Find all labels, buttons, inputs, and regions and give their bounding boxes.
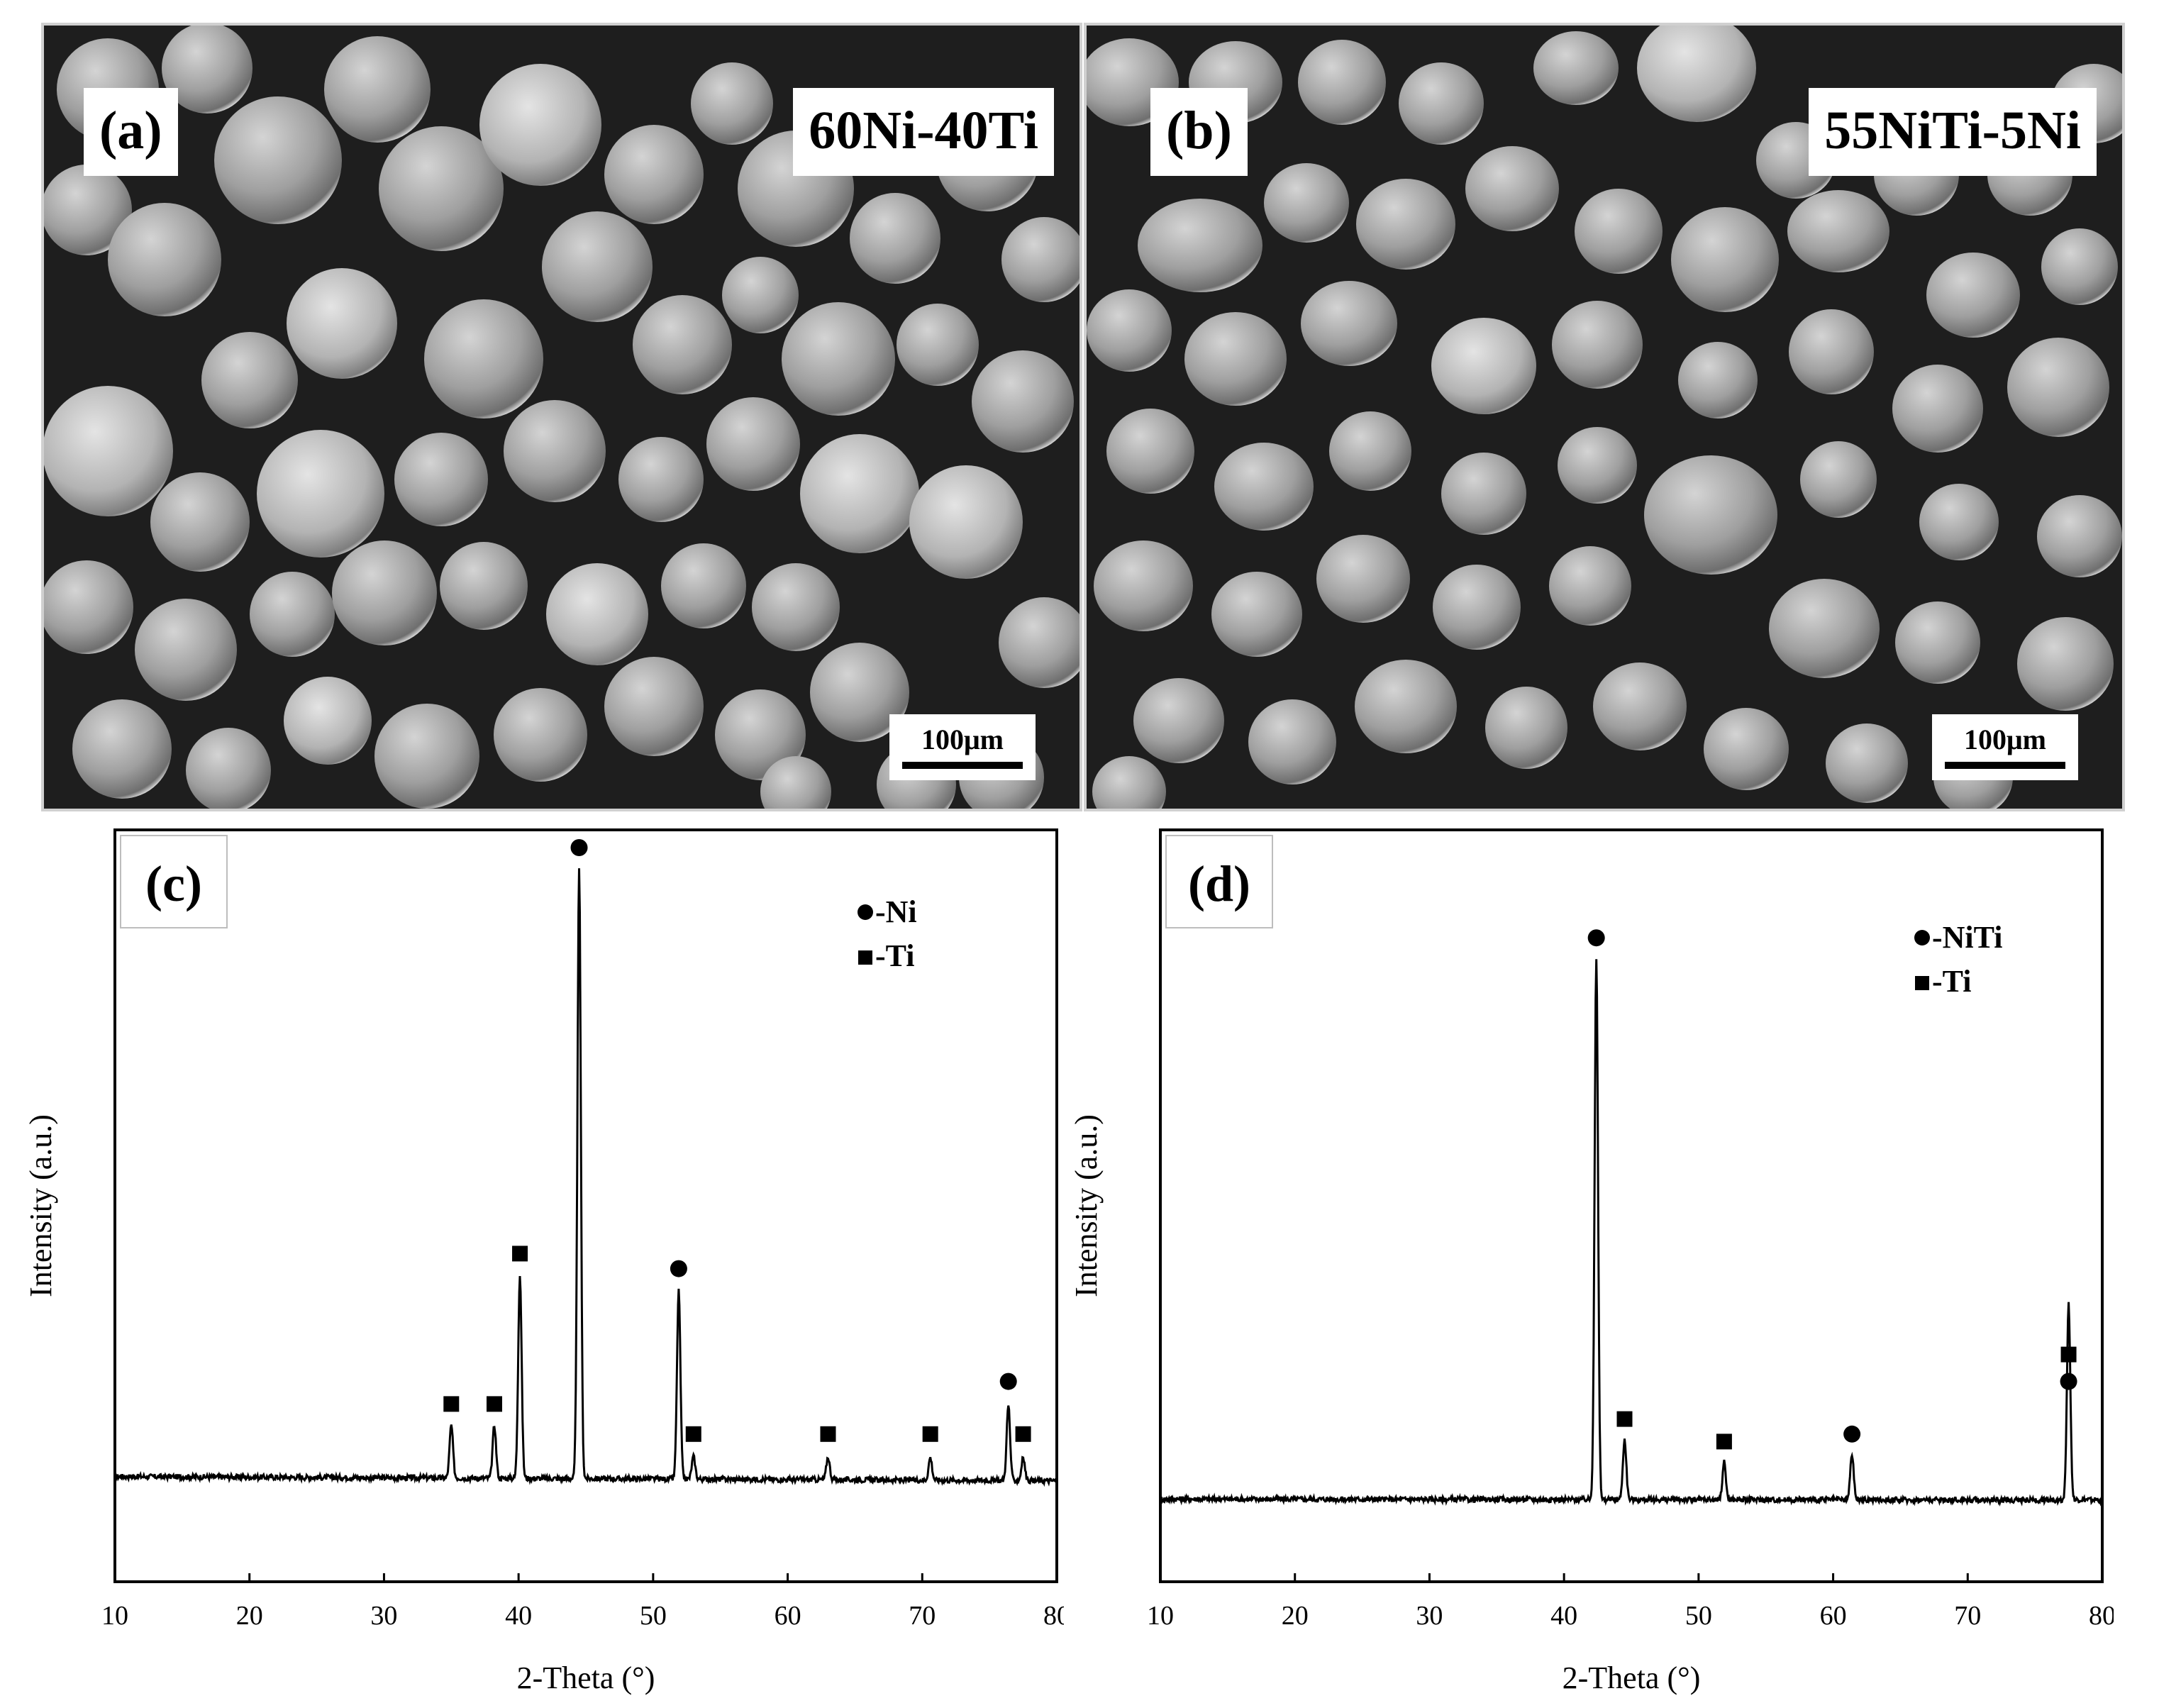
ti-peak-marker xyxy=(685,1426,701,1442)
ti-peak-marker xyxy=(820,1426,836,1442)
plot-frame xyxy=(1159,828,2104,1583)
scale-bar-a xyxy=(902,762,1023,769)
niti-peak-marker xyxy=(1587,929,1605,947)
ti-peak-marker xyxy=(1015,1426,1031,1442)
niti-peak-marker xyxy=(2060,1372,2077,1390)
x-axis-label: 2-Theta (°) xyxy=(517,1660,655,1695)
y-axis-label: Intensity (a.u.) xyxy=(23,1114,58,1297)
xrd-chart-c: (c) 10 20 30 40 50 60 70 80 2-Theta (°) Intensity … xyxy=(21,823,1070,1706)
ni-peak-marker xyxy=(999,1372,1017,1390)
scale-bar-box-a: 100μm xyxy=(889,714,1036,780)
sem-image-panel-b: (b) 55NiTi-5Ni 100μm xyxy=(1084,23,2125,811)
legend-circle-icon xyxy=(1914,930,1930,946)
xrd-trace xyxy=(114,868,1058,1487)
x-tick-label: 70 xyxy=(909,1601,936,1631)
legend-label: -Ti xyxy=(1932,964,1971,999)
scale-bar-b xyxy=(1945,762,2065,769)
x-tick-label: 40 xyxy=(505,1601,532,1631)
x-tick-label: 30 xyxy=(1416,1601,1443,1631)
composition-label-a: 60Ni-40Ti xyxy=(793,88,1054,176)
x-tick-label: 10 xyxy=(101,1601,128,1631)
ti-peak-marker xyxy=(486,1396,502,1412)
composition-label-b: 55NiTi-5Ni xyxy=(1809,88,2097,176)
legend-label: -Ti xyxy=(875,938,914,973)
ti-peak-marker xyxy=(922,1426,938,1442)
x-tick-label: 30 xyxy=(370,1601,397,1631)
niti-peak-marker xyxy=(1843,1425,1861,1443)
scale-bar-label-a: 100μm xyxy=(921,723,1004,755)
legend-square-icon xyxy=(1915,976,1929,990)
legend-square-icon xyxy=(858,950,872,965)
legend-label: -Ni xyxy=(875,894,917,929)
ti-peak-marker xyxy=(443,1396,460,1412)
y-axis-label: Intensity (a.u.) xyxy=(1069,1114,1104,1297)
x-tick-label: 20 xyxy=(1282,1601,1309,1631)
ti-peak-marker xyxy=(1716,1434,1732,1450)
xrd-chart-c-svg: (c) 10 20 30 40 50 60 70 80 2-Theta (°) Intensity … xyxy=(23,828,1070,1695)
x-axis-label: 2-Theta (°) xyxy=(1563,1660,1701,1695)
sem-particles-a xyxy=(44,26,1080,809)
panel-label-a: (a) xyxy=(84,88,178,176)
panel-label: (c) xyxy=(145,855,202,912)
legend-label: -NiTi xyxy=(1932,920,2002,955)
particle-field-b xyxy=(1087,26,2122,809)
ti-peak-marker xyxy=(2060,1346,2077,1363)
panel-label-b: (b) xyxy=(1150,88,1248,176)
x-tick-label: 80 xyxy=(1043,1601,1064,1631)
sem-image-panel-a: (a) 60Ni-40Ti 100μm xyxy=(41,23,1082,811)
panel-label-box xyxy=(120,835,228,928)
ni-peak-marker xyxy=(670,1260,687,1277)
x-tick-label: 10 xyxy=(1147,1601,1174,1631)
panel-label-box xyxy=(1165,835,1273,928)
ti-peak-marker xyxy=(512,1246,528,1262)
xrd-chart-d-svg: (d) 10 20 30 40 50 60 70 80 2-Theta (°) Intensity … xyxy=(1069,828,2116,1695)
scale-bar-box-b: 100μm xyxy=(1932,714,2078,780)
x-tick-label: 20 xyxy=(236,1601,263,1631)
xrd-chart-d: (d) 10 20 30 40 50 60 70 80 2-Theta (°) Intensity … xyxy=(1064,823,2116,1706)
x-tick-label: 50 xyxy=(640,1601,667,1631)
plot-frame xyxy=(113,828,1058,1583)
x-tick-label: 50 xyxy=(1685,1601,1712,1631)
panel-label: (d) xyxy=(1188,855,1250,912)
x-tick-label: 40 xyxy=(1550,1601,1577,1631)
particle-field-a xyxy=(44,26,1080,809)
x-tick-label: 60 xyxy=(1820,1601,1847,1631)
x-tick-label: 80 xyxy=(2089,1601,2114,1631)
scale-bar-label-b: 100μm xyxy=(1964,723,2046,755)
x-tick-label: 70 xyxy=(1954,1601,1981,1631)
legend-circle-icon xyxy=(858,904,873,920)
sem-particles-b xyxy=(1087,26,2122,809)
ni-peak-marker xyxy=(570,839,588,856)
x-tick-label: 60 xyxy=(775,1601,801,1631)
ti-peak-marker xyxy=(1616,1411,1633,1427)
xrd-trace xyxy=(1159,959,2104,1507)
